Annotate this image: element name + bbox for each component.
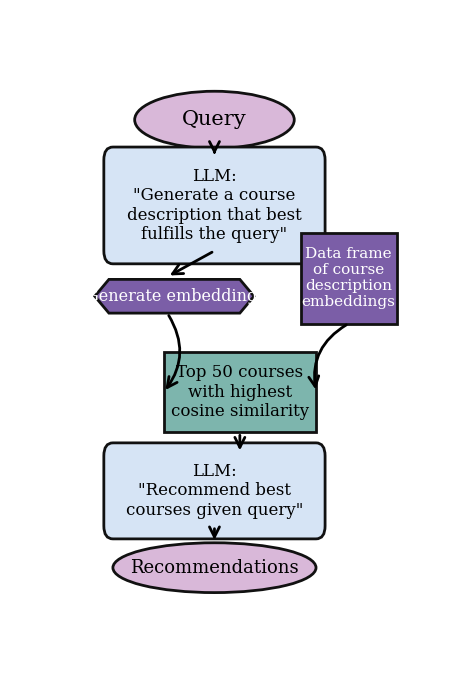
- Text: LLM:
"Recommend best
courses given query": LLM: "Recommend best courses given query…: [126, 463, 303, 519]
- Text: Recommendations: Recommendations: [130, 559, 299, 577]
- Bar: [300, 233, 397, 324]
- Text: LLM:
"Generate a course
description that best
fulfills the query": LLM: "Generate a course description that…: [127, 168, 302, 243]
- Bar: [164, 352, 316, 433]
- Polygon shape: [95, 280, 254, 313]
- Text: Top 50 courses
with highest
cosine similarity: Top 50 courses with highest cosine simil…: [171, 364, 309, 421]
- FancyBboxPatch shape: [104, 147, 325, 264]
- Text: Generate embedding:: Generate embedding:: [86, 288, 263, 305]
- Text: Data frame
of course
description
embeddings: Data frame of course description embeddi…: [302, 247, 395, 309]
- FancyBboxPatch shape: [104, 443, 325, 539]
- Ellipse shape: [135, 91, 294, 148]
- Text: Query: Query: [182, 111, 247, 129]
- Ellipse shape: [113, 543, 316, 592]
